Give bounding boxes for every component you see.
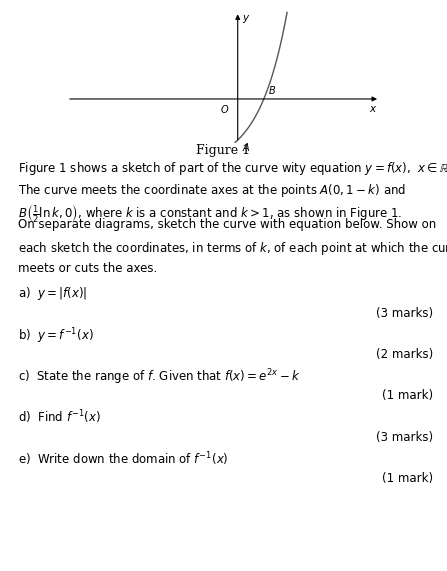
Text: Figure 1: Figure 1 [196, 144, 251, 157]
Text: each sketch the coordinates, in terms of $k$, of each point at which the curve: each sketch the coordinates, in terms of… [18, 240, 447, 257]
Text: On separate diagrams, sketch the curve with equation below. Show on: On separate diagrams, sketch the curve w… [18, 218, 436, 231]
Text: The curve meets the coordinate axes at the points $A(0,1 - k)$ and: The curve meets the coordinate axes at t… [18, 182, 406, 199]
Text: d)  Find $f^{-1}(x)$: d) Find $f^{-1}(x)$ [18, 409, 101, 427]
Text: Figure 1 shows a sketch of part of the curve wity equation $y = f(x)$,  $x \in \: Figure 1 shows a sketch of part of the c… [18, 160, 447, 177]
Text: (3 marks): (3 marks) [376, 431, 434, 444]
Text: $x$: $x$ [369, 104, 377, 114]
Text: b)  $y = f^{-1}(x)$: b) $y = f^{-1}(x)$ [18, 327, 93, 346]
Text: e)  Write down the domain of $f^{-1}(x)$: e) Write down the domain of $f^{-1}(x)$ [18, 450, 228, 468]
Text: (1 mark): (1 mark) [383, 472, 434, 485]
Text: (1 mark): (1 mark) [383, 389, 434, 403]
Text: (3 marks): (3 marks) [376, 307, 434, 320]
Text: (2 marks): (2 marks) [376, 348, 434, 361]
Text: $y$: $y$ [242, 13, 251, 25]
Text: $B\left(\frac{1}{2}\ln k, 0\right)$, where $k$ is a constant and $k > 1$, as sho: $B\left(\frac{1}{2}\ln k, 0\right)$, whe… [18, 203, 402, 224]
Text: $B$: $B$ [268, 85, 276, 96]
Text: a)  $y = |f(x)|$: a) $y = |f(x)|$ [18, 286, 87, 303]
Text: meets or cuts the axes.: meets or cuts the axes. [18, 262, 157, 275]
Text: $O$: $O$ [220, 103, 229, 115]
Text: $A$: $A$ [242, 142, 251, 154]
Text: c)  State the range of $f$. Given that $f(x) = e^{2x} - k$: c) State the range of $f$. Given that $f… [18, 368, 301, 387]
